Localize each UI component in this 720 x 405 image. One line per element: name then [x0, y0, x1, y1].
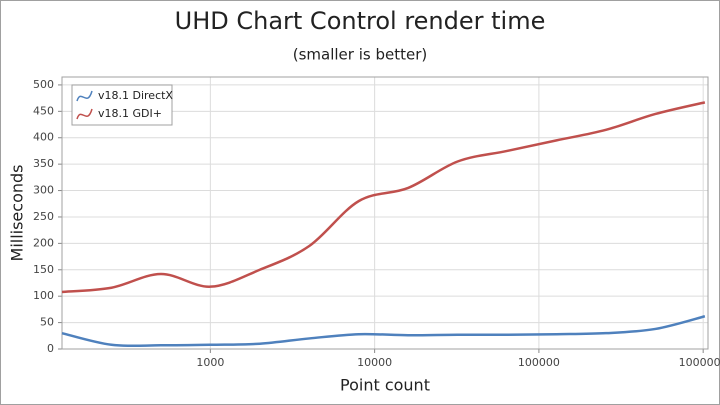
- legend-box: [71, 84, 173, 126]
- y-tick-label: 50: [40, 316, 54, 329]
- y-tick-label: 300: [33, 184, 54, 197]
- y-tick-label: 400: [33, 131, 54, 144]
- series-line: [61, 101, 706, 294]
- x-tick-label: 10000: [357, 356, 392, 369]
- chart-title: UHD Chart Control render time: [175, 7, 546, 35]
- y-tick-label: 350: [33, 157, 54, 170]
- x-tick-label: 1000000: [679, 356, 720, 369]
- series-line: [61, 315, 706, 348]
- legend-swatch: [76, 90, 93, 102]
- y-tick-label: 250: [33, 210, 54, 223]
- legend-label: v18.1 DirectX: [98, 89, 173, 102]
- plot-frame: [61, 76, 709, 350]
- x-tick-label: 100000: [518, 356, 560, 369]
- x-tick-label: 1000: [196, 356, 224, 369]
- chart-subtitle: (smaller is better): [293, 46, 427, 64]
- y-tick-label: 500: [33, 78, 54, 91]
- legend-swatch: [76, 108, 93, 120]
- y-tick-label: 0: [47, 342, 54, 355]
- y-tick-label: 200: [33, 236, 54, 249]
- y-tick-label: 100: [33, 289, 54, 302]
- y-tick-label: 450: [33, 104, 54, 117]
- y-axis-label: Milliseconds: [8, 165, 27, 262]
- y-tick-label: 150: [33, 263, 54, 276]
- legend-label: v18.1 GDI+: [98, 107, 162, 120]
- x-axis-label: Point count: [340, 376, 430, 395]
